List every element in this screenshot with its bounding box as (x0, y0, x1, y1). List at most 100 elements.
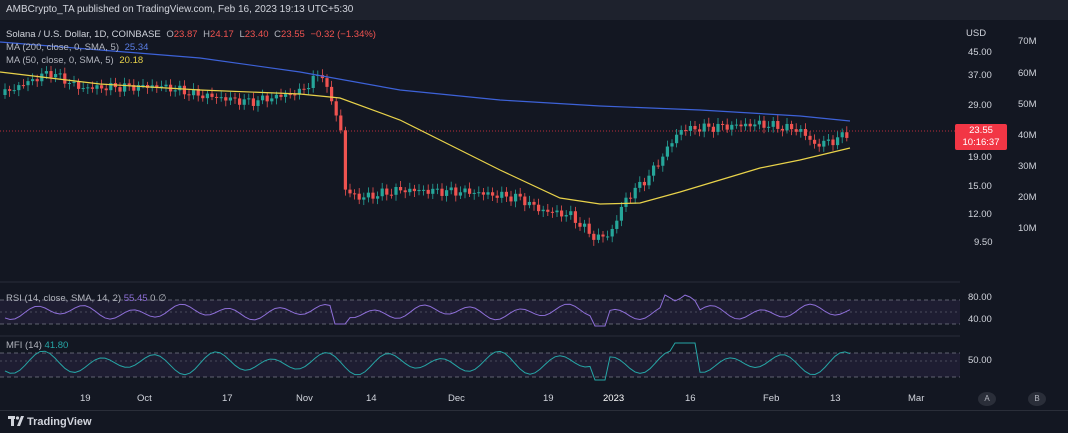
candle-body (380, 188, 384, 197)
candle-body (293, 94, 297, 96)
candle-body (242, 99, 246, 105)
volume-tick: 60M (1018, 68, 1037, 79)
candle-body (265, 95, 269, 102)
candle-body (348, 189, 352, 194)
change-value: −0.32 (−1.34%) (310, 29, 376, 40)
candle-body (638, 181, 642, 188)
ma200-label: MA (200, close, 0, SMA, 5) (6, 42, 119, 53)
candle-body (734, 124, 738, 126)
candle-body (472, 192, 476, 194)
candle-body (279, 94, 283, 97)
candle-body (808, 135, 812, 140)
candle-body (670, 143, 674, 147)
candle-body (610, 228, 614, 237)
price-tick: 45.00 (968, 47, 992, 58)
high-label: H (203, 29, 211, 40)
candle-body (698, 129, 702, 132)
close-label: C (274, 29, 282, 40)
candle-body (458, 192, 462, 196)
candle-body (136, 85, 140, 91)
candle-body (656, 165, 660, 167)
mfi-legend[interactable]: MFI (14) 41.80 (6, 340, 68, 351)
candle-body (426, 189, 430, 194)
time-axis[interactable]: 19 Oct 17 Nov 14 Dec 19 2023 16 Feb 13 M… (0, 390, 960, 410)
candle-body (826, 139, 830, 141)
rsi-legend[interactable]: RSI (14, close, SMA, 14, 2) 55.45 0 ∅ (6, 293, 166, 304)
candle-body (173, 90, 177, 92)
candle-body (463, 188, 467, 193)
rsi-tick: 80.00 (968, 292, 992, 303)
candle-body (606, 236, 610, 238)
time-tick: 16 (685, 393, 696, 404)
candle-body (12, 90, 16, 92)
auto-scale-button[interactable]: A (978, 392, 996, 406)
chart-canvas[interactable] (0, 20, 960, 410)
candle-body (302, 88, 306, 90)
volume-axis[interactable]: 70M 60M 50M 40M 30M 20M 10M (1008, 20, 1068, 390)
candle-body (725, 124, 729, 130)
time-tick: Mar (908, 393, 925, 404)
candle-body (790, 123, 794, 130)
candle-body (665, 146, 669, 157)
candle-body (435, 188, 439, 190)
price-axis[interactable]: USD 45.00 37.00 29.00 19.00 15.00 12.00 … (960, 20, 1008, 390)
candle-body (486, 192, 490, 195)
ma200-line (0, 41, 851, 122)
candle-body (58, 73, 62, 75)
low-label: L (239, 29, 245, 40)
candle-body (518, 193, 522, 197)
ma200-legend[interactable]: MA (200, close, 0, SMA, 5) 25.34 (6, 42, 151, 53)
price-tick: 15.00 (968, 181, 992, 192)
candle-body (693, 125, 697, 130)
candle-body (219, 97, 223, 99)
candle-body (141, 84, 145, 86)
price-tick: 37.00 (968, 70, 992, 81)
candle-body (325, 78, 329, 87)
time-tick: 2023 (603, 393, 625, 404)
candle-body (629, 197, 633, 199)
candle-body (399, 186, 403, 191)
candle-body (311, 75, 315, 88)
candle-body (560, 210, 564, 217)
candle-body (615, 220, 619, 229)
time-tick: 14 (366, 393, 377, 404)
candle-body (31, 79, 35, 82)
candle-body (155, 85, 159, 88)
candle-body (744, 123, 748, 127)
time-tick: 17 (222, 393, 233, 404)
candle-body (785, 123, 789, 131)
candle-body (711, 126, 715, 132)
candle-body (288, 94, 292, 96)
candle-body (132, 85, 136, 91)
candle-body (247, 98, 251, 100)
candle-body (739, 124, 743, 127)
candle-body (224, 97, 228, 101)
log-scale-button[interactable]: B (1028, 392, 1046, 406)
candle-body (481, 192, 485, 195)
candle-body (449, 187, 453, 191)
candle-body (422, 189, 426, 191)
candle-body (762, 120, 766, 128)
candle-body (573, 211, 577, 223)
candle-body (767, 126, 771, 128)
candle-body (583, 223, 587, 227)
candle-body (721, 123, 725, 125)
publisher-bar: AMBCrypto_TA published on TradingView.co… (0, 0, 1068, 20)
candle-body (813, 139, 817, 144)
volume-tick: 50M (1018, 99, 1037, 110)
symbol-legend[interactable]: Solana / U.S. Dollar, 1D, COINBASE O23.8… (6, 29, 379, 40)
candle-body (550, 211, 554, 213)
candle-body (178, 85, 182, 91)
time-tick: 13 (830, 393, 841, 404)
candle-body (661, 156, 665, 166)
tradingview-logo[interactable]: TradingView (8, 416, 92, 428)
price-tick: 9.50 (974, 237, 993, 248)
low-value: 23.40 (244, 29, 269, 40)
candle-body (817, 143, 821, 147)
ma50-legend[interactable]: MA (50, close, 0, SMA, 5) 20.18 (6, 55, 146, 66)
candle-body (394, 186, 398, 195)
candle-body (233, 97, 237, 99)
ma50-label: MA (50, close, 0, SMA, 5) (6, 55, 114, 66)
time-tick: 19 (80, 393, 91, 404)
candle-body (67, 82, 71, 84)
